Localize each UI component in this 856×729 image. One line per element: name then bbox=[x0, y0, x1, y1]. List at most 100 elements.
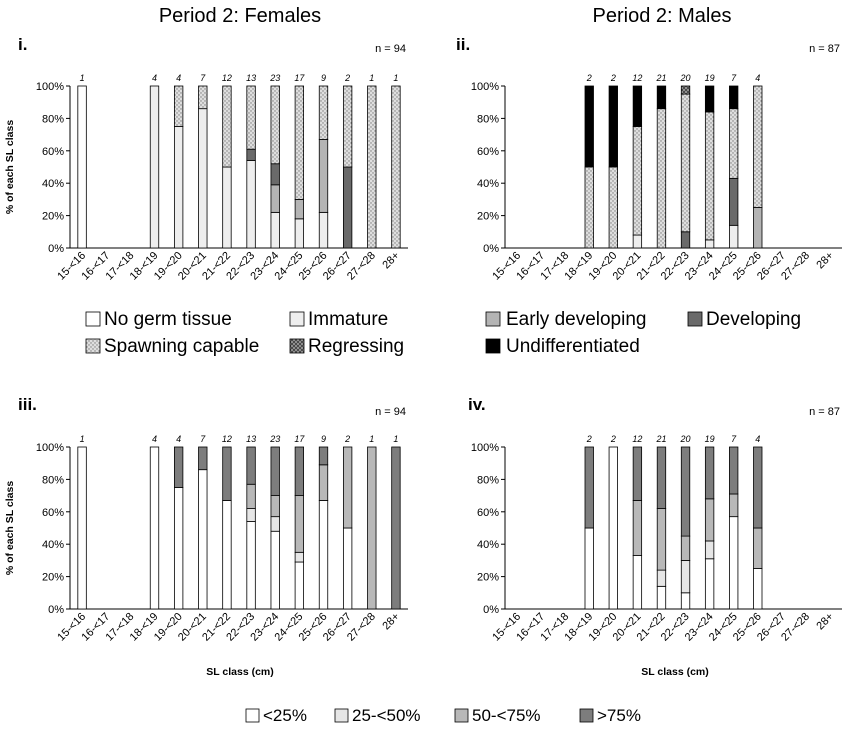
panel-i: i. n = 94 % of each SL class 0% 20% 40% 60%… bbox=[4, 35, 408, 283]
bar-count-label: 2 bbox=[586, 73, 592, 83]
legend-label-25-50: 25-<50% bbox=[352, 706, 421, 725]
bar-count-label: 7 bbox=[200, 73, 206, 83]
y-tick-label: 40% bbox=[477, 178, 499, 190]
title-females: Period 2: Females bbox=[159, 5, 321, 27]
legend-females: No germ tissue Immature Spawning capable… bbox=[85, 309, 404, 357]
title-males: Period 2: Males bbox=[593, 5, 732, 27]
bar-segment bbox=[246, 508, 256, 522]
n-label-iv: n = 87 bbox=[809, 406, 840, 418]
legend-label-50-75: 50-<75% bbox=[472, 706, 541, 725]
bar-segment bbox=[246, 521, 256, 610]
y-tick-label: 80% bbox=[42, 474, 64, 486]
bar-segment bbox=[222, 85, 232, 168]
y-tick-label: 100% bbox=[36, 442, 64, 454]
legend-label-lt25: <25% bbox=[263, 706, 307, 725]
bar-segment bbox=[294, 495, 305, 553]
legend-label-undiff: Undifferentiated bbox=[506, 336, 640, 357]
n-label-iii: n = 94 bbox=[375, 406, 406, 418]
bar-segment bbox=[270, 163, 280, 186]
bar-segment bbox=[367, 85, 377, 249]
panel-label-iv: iv. bbox=[468, 395, 486, 414]
y-tick-label: 0% bbox=[48, 604, 64, 616]
bar-segment bbox=[270, 516, 280, 532]
y-tick-label: 40% bbox=[477, 539, 499, 551]
bar-segment bbox=[680, 93, 691, 233]
legend-swatch-undiff bbox=[485, 338, 501, 354]
bar-count-label: 12 bbox=[222, 434, 232, 444]
y-tick-label: 0% bbox=[483, 604, 499, 616]
x-axis-label-iii: SL class (cm) bbox=[206, 666, 274, 678]
bar-segment bbox=[198, 469, 208, 610]
legend-males: Early developing Developing Undifferenti… bbox=[485, 309, 801, 357]
bar-segment bbox=[318, 211, 329, 249]
bar-segment bbox=[680, 592, 691, 610]
legend-label-gt75: >75% bbox=[597, 706, 641, 725]
bar-segment bbox=[632, 500, 643, 556]
y-tick-label: 40% bbox=[42, 178, 64, 190]
bar-count-label: 13 bbox=[246, 73, 256, 83]
legend-swatch-developing bbox=[687, 311, 703, 327]
bar-count-label: 4 bbox=[755, 434, 760, 444]
bar-segment bbox=[729, 446, 739, 495]
bar-segment bbox=[704, 540, 715, 560]
bar-segment bbox=[680, 231, 691, 249]
n-label-ii: n = 87 bbox=[809, 43, 840, 55]
legend-label-no-germ: No germ tissue bbox=[104, 309, 232, 330]
bar-segment bbox=[318, 85, 329, 140]
y-tick-label: 100% bbox=[36, 81, 64, 93]
bar-segment bbox=[367, 446, 377, 610]
bar-segment bbox=[77, 85, 87, 249]
bar-segment bbox=[198, 85, 208, 110]
bar-segment bbox=[753, 207, 763, 249]
bar-count-label: 1 bbox=[369, 434, 374, 444]
bar-segment bbox=[753, 446, 763, 529]
bar-segment bbox=[246, 160, 256, 249]
bar-count-label: 1 bbox=[393, 73, 398, 83]
y-tick-label: 20% bbox=[42, 572, 64, 584]
legend-swatch-spawning bbox=[85, 338, 101, 354]
y-tick-label: 60% bbox=[42, 507, 64, 519]
y-tick-label: 80% bbox=[477, 474, 499, 486]
bar-segment bbox=[753, 527, 763, 569]
x-tick-label: 28+ bbox=[380, 611, 402, 633]
bar-segment bbox=[342, 85, 353, 168]
bar-count-label: 1 bbox=[369, 73, 374, 83]
bar-segment bbox=[680, 560, 691, 594]
bar-segment bbox=[246, 148, 256, 161]
bar-count-label: 1 bbox=[80, 73, 85, 83]
bar-segment bbox=[632, 555, 643, 610]
bar-count-label: 9 bbox=[321, 73, 326, 83]
bar-segment bbox=[704, 558, 715, 610]
panel-ii: ii. n = 87 0%20%40%60%80%100%15-<1616-<1… bbox=[456, 35, 842, 283]
bar-segment bbox=[656, 85, 667, 110]
bar-count-label: 7 bbox=[731, 434, 737, 444]
legend-label-spawning: Spawning capable bbox=[104, 336, 259, 357]
y-tick-label: 60% bbox=[477, 146, 499, 158]
bar-segment bbox=[294, 218, 305, 249]
bar-segment bbox=[173, 126, 184, 249]
bar-segment bbox=[632, 85, 643, 127]
bar-segment bbox=[342, 446, 353, 529]
bar-segment bbox=[704, 498, 715, 542]
legend-swatch-lt25 bbox=[245, 708, 260, 723]
x-tick-label: 28+ bbox=[380, 250, 402, 272]
bar-segment bbox=[729, 224, 739, 249]
bar-count-label: 23 bbox=[269, 73, 280, 83]
bar-segment bbox=[270, 211, 280, 249]
bar-segment bbox=[680, 446, 691, 537]
bar-segment bbox=[729, 516, 739, 610]
y-tick-label: 60% bbox=[42, 146, 64, 158]
bar-count-label: 19 bbox=[705, 73, 715, 83]
bar-segment bbox=[656, 446, 667, 509]
legend-swatch-immature bbox=[289, 311, 305, 327]
x-axis-label-iv: SL class (cm) bbox=[641, 666, 709, 678]
bar-segment bbox=[584, 85, 594, 168]
y-axis-label-iii: % of each SL class bbox=[4, 481, 16, 576]
n-label-i: n = 94 bbox=[375, 43, 406, 55]
bar-segment bbox=[173, 487, 184, 610]
y-tick-label: 20% bbox=[477, 211, 499, 223]
bar-segment bbox=[294, 198, 305, 220]
bar-segment bbox=[246, 483, 256, 509]
bar-segment bbox=[704, 446, 715, 500]
bar-segment bbox=[270, 184, 280, 213]
